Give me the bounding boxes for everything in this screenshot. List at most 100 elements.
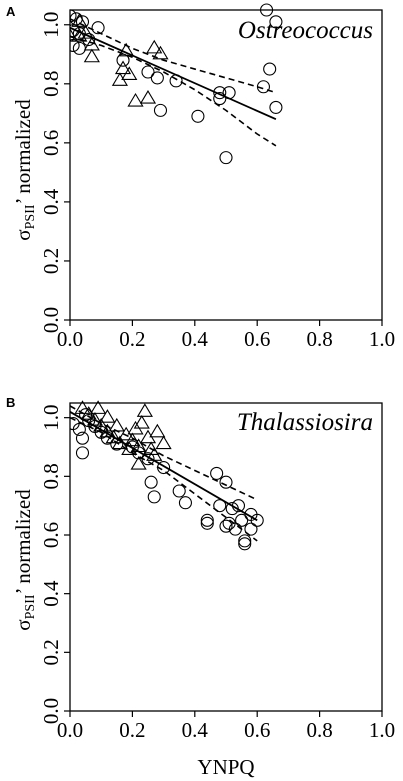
y-tick-label: 0.2 — [39, 639, 63, 665]
y-axis-label-rest: ’ normalized — [11, 489, 35, 595]
data-point-circle — [219, 151, 233, 165]
data-point-circle — [172, 484, 186, 498]
y-tick-label: 0.6 — [39, 522, 63, 548]
y-tick-label: 0.8 — [39, 463, 63, 489]
data-point-circle — [178, 496, 192, 510]
chart-panel-a: 0.0 0.2 0.4 0.6 0.8 1.0 0.0 0.2 0.4 0.6 0.8 1.0 A Ost… — [6, 3, 395, 351]
data-point-circle — [141, 65, 155, 79]
panel-label: B — [6, 395, 15, 410]
data-point-circle — [75, 431, 90, 445]
data-point-circle — [219, 519, 233, 533]
data-point-triangle — [70, 27, 79, 42]
data-point-circle — [147, 490, 161, 504]
species-annotation: Ostreococcus — [238, 17, 373, 44]
data-point-circle — [213, 92, 227, 106]
plot-frame — [69, 9, 383, 321]
x-tick-label: 0.4 — [182, 327, 209, 351]
x-tick-label: 1.0 — [369, 718, 395, 742]
x-tick-label: 0.6 — [244, 718, 270, 742]
data-point-triangle — [127, 92, 144, 107]
data-point-circle — [72, 422, 86, 436]
data-point-circle — [70, 9, 77, 23]
data-point-triangle — [86, 412, 104, 426]
data-point-circle — [200, 513, 214, 527]
ci-upper-line — [70, 405, 258, 501]
data-marks — [70, 400, 264, 551]
data-point-circle — [200, 516, 214, 530]
data-point-triangle — [71, 13, 88, 27]
data-point-triangle — [121, 66, 138, 81]
x-tick-label: 0.4 — [182, 718, 209, 742]
chart-panel-b: 0.0 0.2 0.4 0.6 0.8 1.0 0.0 0.2 0.4 0.6 0.8 1.0 B Tha… — [6, 395, 395, 779]
ci-upper-line — [70, 18, 277, 94]
y-axis-label: σPSII’ normalized — [11, 99, 38, 241]
data-point-triangle — [105, 429, 122, 444]
data-point-circle — [263, 62, 277, 76]
data-point-triangle — [93, 417, 110, 432]
data-point-circle — [144, 475, 158, 489]
data-point-circle — [213, 86, 227, 100]
data-point-circle — [250, 513, 264, 527]
y-tick-label: 0.8 — [39, 71, 63, 97]
data-point-triangle — [139, 89, 157, 104]
y-tick-label: 1.0 — [39, 405, 63, 431]
x-axis-label: YNPQ — [197, 755, 254, 779]
y-tick-label: 0.6 — [39, 130, 63, 156]
species-annotation: Thalassiosira — [237, 409, 373, 436]
data-point-circle — [238, 534, 252, 548]
y-tick-label: 0.4 — [39, 580, 63, 607]
data-point-circle — [256, 80, 270, 94]
x-tick-label: 0.0 — [57, 327, 83, 351]
data-point-triangle — [136, 403, 153, 417]
data-point-triangle — [99, 409, 116, 423]
data-point-circle — [244, 522, 258, 536]
x-tick-label: 1.0 — [369, 327, 395, 351]
y-axis-label-sigma: σ — [11, 229, 35, 240]
data-point-triangle — [108, 417, 125, 432]
data-point-triangle — [118, 42, 135, 57]
y-tick-label: 0.0 — [39, 698, 63, 724]
data-point-circle — [75, 446, 90, 460]
data-point-triangle — [89, 400, 107, 414]
ci-lower-line — [70, 416, 258, 542]
y-axis-label-subscript: PSII — [23, 204, 38, 229]
data-point-triangle — [71, 27, 88, 42]
regression-fit-line — [70, 411, 258, 522]
data-point-circle — [91, 21, 105, 35]
data-point-circle — [269, 15, 283, 29]
data-point-circle — [210, 466, 224, 480]
y-axis-label-subscript: PSII — [23, 594, 38, 619]
data-point-circle — [235, 513, 249, 527]
data-point-triangle — [133, 414, 150, 429]
y-axis-label-sigma: σ — [11, 619, 35, 630]
y-tick-label: 0.2 — [39, 248, 63, 274]
data-point-triangle — [149, 423, 166, 438]
data-marks — [70, 3, 283, 165]
data-point-circle — [150, 71, 164, 85]
data-point-triangle — [155, 435, 172, 450]
data-point-circle — [153, 103, 168, 117]
x-tick-label: 0.2 — [119, 718, 145, 742]
x-tick-label: 0.0 — [57, 718, 83, 742]
data-point-circle — [260, 3, 274, 17]
panel-label: A — [6, 4, 16, 19]
data-point-circle — [191, 109, 205, 123]
y-tick-label: 1.0 — [39, 12, 63, 38]
ci-lower-line — [70, 35, 277, 147]
data-point-triangle — [152, 45, 169, 60]
data-point-circle — [219, 475, 233, 489]
regression-fit-line — [70, 26, 277, 121]
data-point-triangle — [114, 60, 132, 75]
data-point-triangle — [130, 456, 147, 470]
x-tick-label: 0.6 — [244, 327, 270, 351]
x-tick-label: 0.2 — [119, 327, 145, 351]
data-point-triangle — [146, 39, 163, 54]
data-point-circle — [238, 537, 252, 551]
data-point-circle — [100, 431, 114, 445]
plot-frame — [69, 402, 383, 712]
data-point-circle — [269, 100, 283, 114]
y-axis-label-rest: ’ normalized — [11, 99, 35, 205]
y-tick-label: 0.4 — [39, 188, 63, 215]
x-tick-label: 0.8 — [306, 327, 332, 351]
